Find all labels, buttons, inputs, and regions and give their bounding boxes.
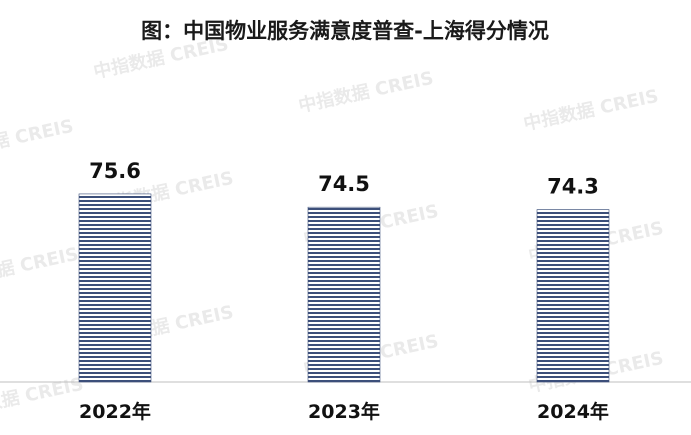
bar-2 <box>536 209 610 383</box>
watermark-text: 中指数据 CREIS <box>521 85 660 135</box>
bar-0 <box>78 193 152 383</box>
value-label-0: 75.6 <box>89 159 141 183</box>
chart-title: 图：中国物业服务满意度普查-上海得分情况 <box>141 19 549 43</box>
watermark-text: 中指数据 CREIS <box>0 115 75 165</box>
value-label-2: 74.3 <box>547 175 599 199</box>
value-label-1: 74.5 <box>318 172 370 196</box>
x-tick-label-0: 2022年 <box>79 400 151 423</box>
x-tick-labels-group: 2022年 2023年 2024年 <box>79 400 609 423</box>
bar-1 <box>307 206 381 383</box>
watermark-text: 中指数据 CREIS <box>0 243 80 293</box>
watermark-text: 中指数据 CREIS <box>296 67 435 117</box>
watermark-text: 中指数据 CREIS <box>0 373 85 423</box>
x-tick-label-2: 2024年 <box>537 400 609 423</box>
bars-group <box>78 193 610 383</box>
value-labels-group: 75.6 74.5 74.3 <box>89 159 599 199</box>
x-tick-label-1: 2023年 <box>308 400 380 423</box>
